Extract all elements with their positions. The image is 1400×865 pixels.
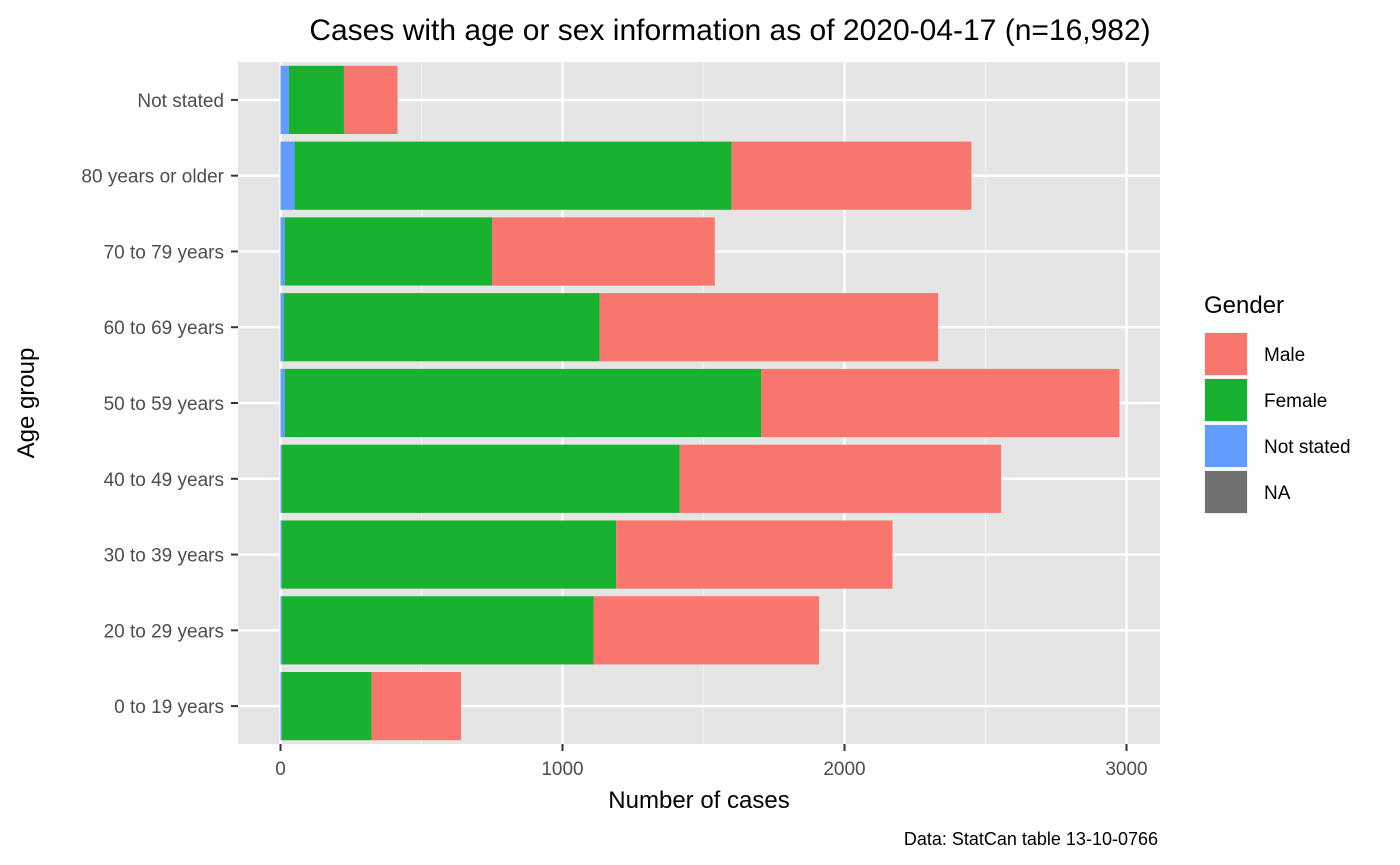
x-axis-title: Number of cases — [608, 787, 789, 814]
legend-swatch — [1205, 379, 1247, 421]
x-tick-label: 3000 — [1105, 759, 1147, 780]
bar-segment — [280, 217, 285, 286]
bar-segment — [288, 65, 344, 134]
bars — [280, 65, 1120, 741]
bar-segment — [280, 141, 295, 210]
chart-title: Cases with age or sex information as of … — [309, 14, 1150, 47]
legend-label: Not stated — [1264, 437, 1351, 458]
y-tick-label: 30 to 39 years — [104, 546, 224, 567]
bar-segment — [599, 293, 939, 362]
bar-segment — [343, 65, 398, 134]
bar-segment — [593, 596, 820, 665]
x-tick-label: 2000 — [823, 759, 865, 780]
bar-segment — [281, 672, 372, 741]
legend-swatch — [1205, 333, 1247, 375]
bar-segment — [281, 444, 680, 513]
bar-segment — [371, 672, 461, 741]
bar-segment — [731, 141, 972, 210]
y-axis-title: Age group — [13, 348, 40, 459]
y-tick-label: Not stated — [137, 91, 224, 112]
y-tick-label: 80 years or older — [81, 167, 224, 188]
bar-segment — [679, 444, 1002, 513]
y-tick-label: 50 to 59 years — [104, 394, 224, 415]
y-tick-label: 0 to 19 years — [114, 697, 224, 718]
y-axis: 0 to 19 years 20 to 29 years 30 to 39 year… — [81, 91, 238, 718]
y-tick-label: 20 to 29 years — [104, 621, 224, 642]
bar-segment — [761, 368, 1120, 438]
bar-segment — [284, 368, 762, 438]
legend-label: Male — [1264, 345, 1305, 366]
y-tick-label: 70 to 79 years — [104, 242, 224, 263]
bar-segment — [294, 141, 732, 210]
x-tick-label: 0 — [275, 759, 286, 780]
bar-segment — [280, 293, 284, 362]
legend-label: NA — [1264, 483, 1291, 504]
bar-segment — [280, 444, 282, 513]
bar-segment — [280, 65, 289, 134]
legend-title: Gender — [1204, 292, 1284, 319]
bar-segment — [280, 672, 282, 741]
bar-segment — [284, 217, 492, 286]
legend: Male Female Not stated NA — [1204, 332, 1351, 514]
bar-segment — [616, 520, 893, 589]
bar-segment — [280, 520, 282, 589]
bar-segment — [281, 520, 617, 589]
x-axis: 0 1000 2000 3000 — [275, 744, 1148, 780]
y-tick-label: 40 to 49 years — [104, 470, 224, 491]
x-tick-label: 1000 — [541, 759, 583, 780]
chart-caption: Data: StatCan table 13-10-0766 — [904, 829, 1158, 849]
bar-segment — [281, 596, 594, 665]
bar-segment — [283, 293, 600, 362]
bar-segment — [280, 596, 282, 665]
legend-swatch — [1205, 425, 1247, 467]
legend-label: Female — [1264, 391, 1327, 412]
bar-segment — [280, 368, 285, 438]
bar-segment — [492, 217, 715, 286]
legend-swatch — [1205, 471, 1247, 513]
y-tick-label: 60 to 69 years — [104, 318, 224, 339]
